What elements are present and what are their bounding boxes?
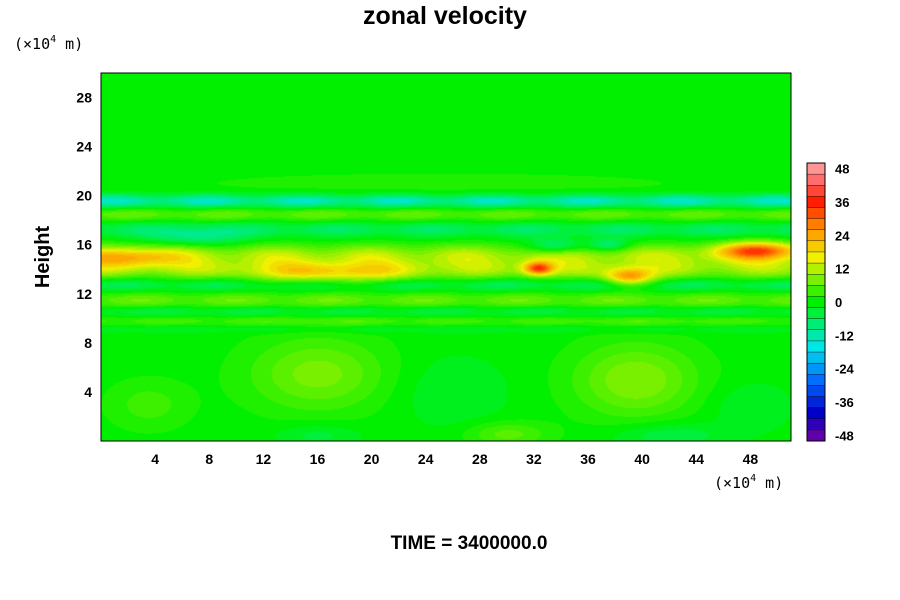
colorbar-segment bbox=[806, 251, 826, 264]
y-tick-label: 20 bbox=[76, 188, 92, 204]
colorbar-segment bbox=[806, 173, 826, 186]
colorbar-tick-label: 48 bbox=[835, 162, 849, 177]
colorbar-segment bbox=[806, 385, 826, 398]
colorbar-segment bbox=[806, 229, 826, 242]
colorbar-segment bbox=[806, 196, 826, 208]
plot-frame bbox=[100, 72, 792, 442]
colorbar-segment bbox=[806, 418, 826, 431]
y-tick-labels: 4 8 12 16 20 24 28 bbox=[76, 90, 92, 400]
x-tick-label: 12 bbox=[256, 451, 272, 467]
colorbar-tick-label: 12 bbox=[835, 262, 849, 277]
colorbar-segment bbox=[806, 218, 826, 231]
colorbar-segment bbox=[806, 262, 826, 275]
colorbar-frame bbox=[806, 162, 826, 442]
colorbar-segment bbox=[806, 362, 826, 375]
colorbar-segment bbox=[806, 285, 826, 297]
colorbar-segment bbox=[806, 340, 826, 353]
colorbar-segment bbox=[806, 274, 826, 286]
y-tick-label: 12 bbox=[76, 286, 92, 302]
plot-area bbox=[100, 72, 792, 442]
x-tick-label: 16 bbox=[310, 451, 326, 467]
colorbar-tick-label: 36 bbox=[835, 195, 849, 210]
colorbar-segment bbox=[806, 162, 826, 175]
x-tick-label: 48 bbox=[743, 451, 759, 467]
heatmap-field-holder bbox=[101, 73, 791, 441]
colorbar-tick-label: -24 bbox=[835, 362, 855, 377]
colorbar-segment bbox=[806, 240, 826, 253]
x-tick-label: 40 bbox=[634, 451, 650, 467]
x-tick-label: 44 bbox=[689, 451, 705, 467]
colorbar-segment bbox=[806, 296, 826, 309]
y-axis-unit: (×104 m) bbox=[14, 34, 83, 53]
y-tick-label: 8 bbox=[84, 335, 92, 351]
colorbar-tick-label: 24 bbox=[835, 228, 850, 243]
colorbar-tick-label: -48 bbox=[835, 428, 854, 443]
x-tick-label: 28 bbox=[472, 451, 488, 467]
colorbar-tick-labels: 48 36 24 12 0 -12 -24 -36 -48 bbox=[835, 162, 855, 444]
x-tick-labels: 4 8 12 16 20 24 28 32 36 40 44 48 bbox=[151, 451, 758, 467]
x-tick-label: 24 bbox=[418, 451, 434, 467]
colorbar-segment bbox=[806, 185, 826, 197]
colorbar-tick-label: -36 bbox=[835, 395, 854, 410]
colorbar-segment bbox=[806, 407, 826, 420]
y-tick-label: 4 bbox=[84, 384, 92, 400]
y-tick-label: 16 bbox=[76, 237, 92, 253]
colorbar-segment bbox=[806, 429, 826, 442]
colorbar bbox=[806, 162, 826, 442]
colorbar-segment bbox=[806, 329, 826, 342]
y-tick-label: 24 bbox=[76, 139, 92, 155]
colorbar-segment bbox=[806, 318, 826, 331]
x-tick-label: 4 bbox=[151, 451, 159, 467]
x-tick-label: 8 bbox=[205, 451, 213, 467]
x-tick-label: 36 bbox=[580, 451, 596, 467]
colorbar-segment bbox=[806, 396, 826, 409]
chart-title: zonal velocity bbox=[363, 2, 527, 30]
heatmap-field bbox=[101, 73, 791, 441]
colorbar-segment bbox=[806, 374, 826, 386]
x-axis-unit: (×104 m) bbox=[714, 473, 783, 492]
colorbar-segment bbox=[806, 307, 826, 320]
x-tick-label: 20 bbox=[364, 451, 380, 467]
y-axis-label: Height bbox=[32, 226, 54, 289]
colorbar-segment bbox=[806, 207, 826, 220]
colorbar-tick-label: 0 bbox=[835, 295, 842, 310]
colorbar-tick-label: -12 bbox=[835, 328, 854, 343]
colorbar-segment bbox=[806, 351, 826, 364]
y-tick-label: 28 bbox=[76, 90, 92, 106]
x-tick-label: 32 bbox=[526, 451, 542, 467]
time-label: TIME = 3400000.0 bbox=[391, 533, 548, 554]
